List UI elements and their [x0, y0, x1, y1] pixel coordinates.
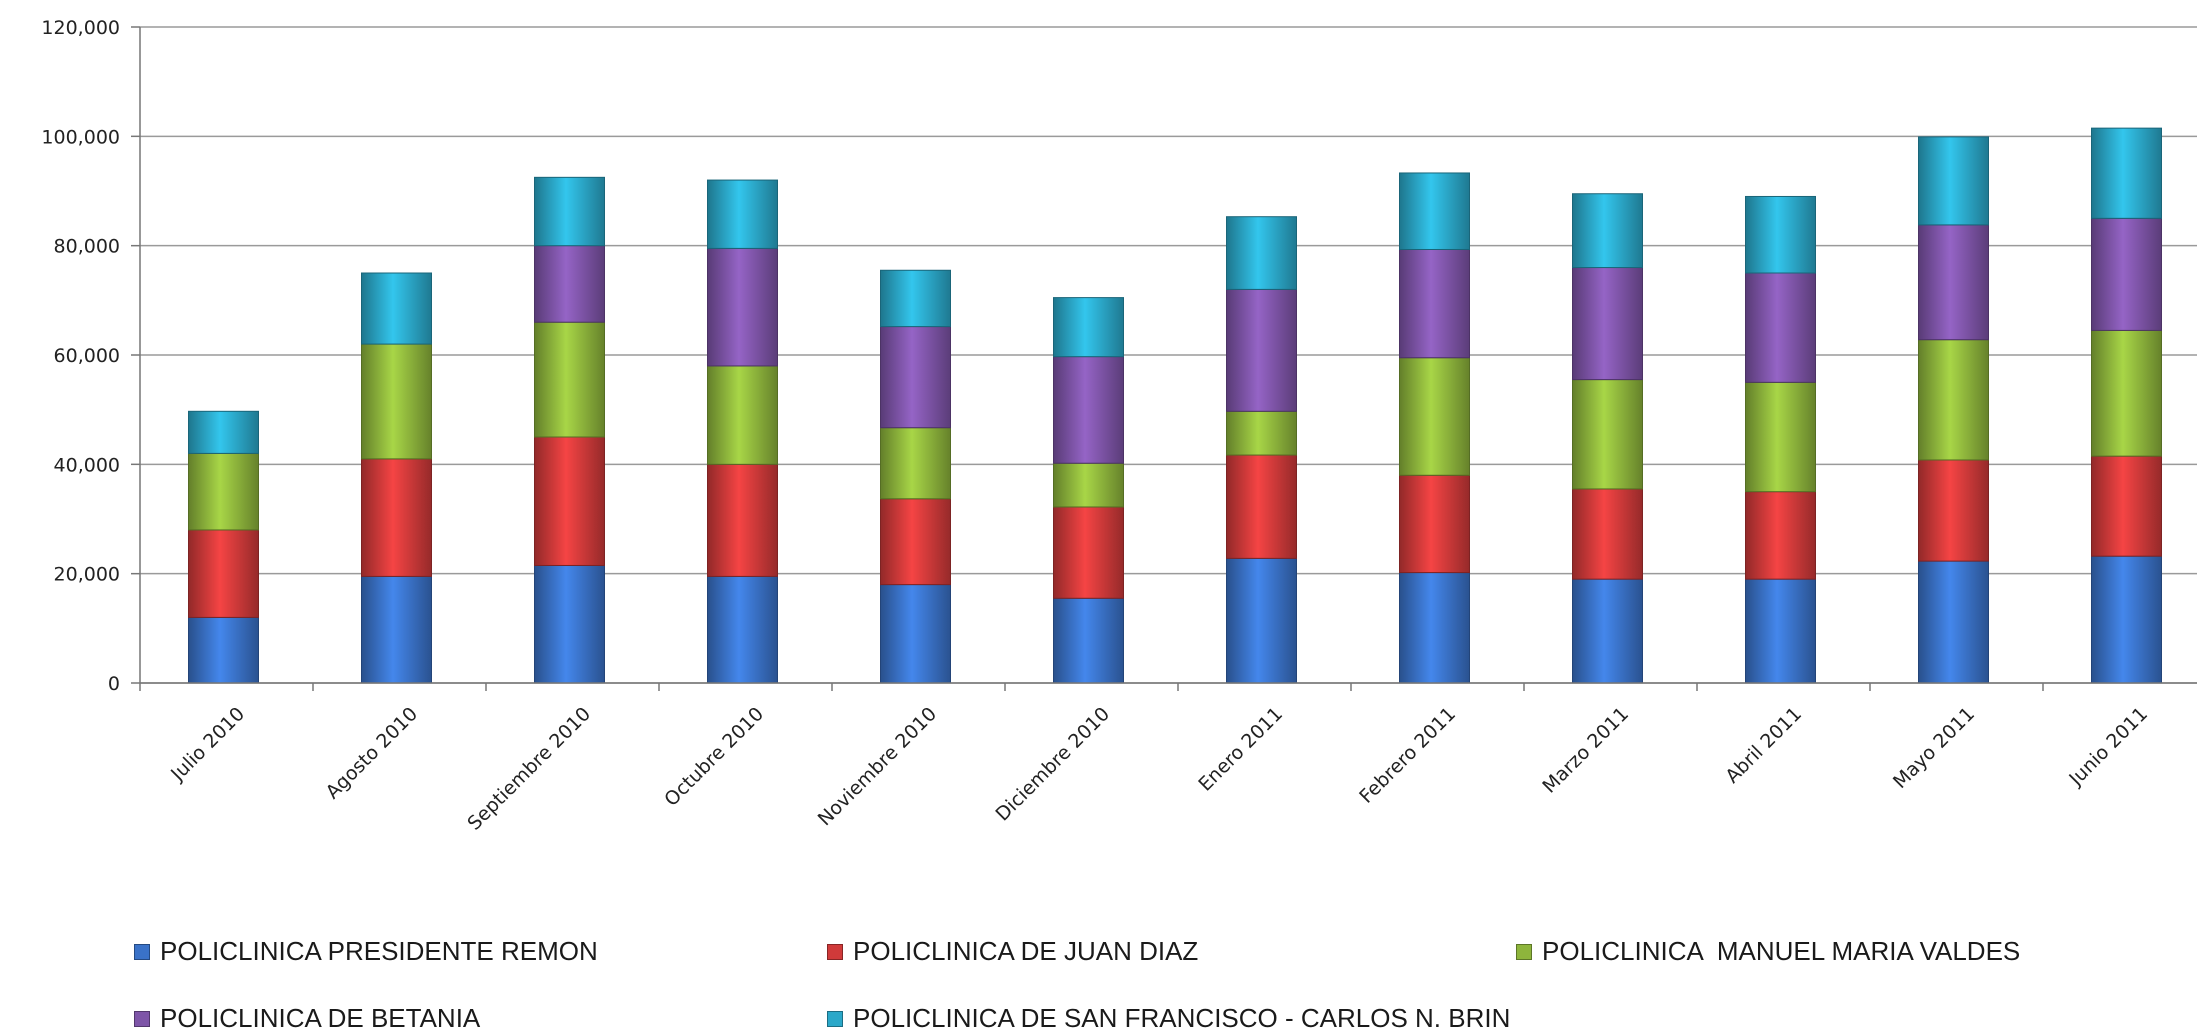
bar-segment	[1918, 459, 1989, 562]
x-tick-label: Abril 2011	[1721, 703, 1806, 788]
bar-segment	[707, 463, 778, 577]
bar-segment	[1918, 339, 1989, 461]
x-tick-label: Octubre 2010	[660, 703, 768, 811]
bar-segment	[1053, 597, 1124, 684]
bar-segment	[1053, 356, 1124, 464]
y-tick-label: 60,000	[54, 345, 120, 367]
bar-segment	[534, 321, 605, 438]
bar-segment	[1918, 136, 1989, 226]
bar-segment	[880, 269, 951, 328]
bar-segment	[1745, 578, 1816, 684]
bar-segment	[1918, 560, 1989, 684]
bar-segment	[188, 410, 259, 454]
bar-segment	[880, 498, 951, 586]
bar-segment	[1226, 288, 1297, 412]
bar-segment	[1053, 506, 1124, 599]
bar-segment	[361, 343, 432, 460]
bar-segment	[188, 452, 259, 531]
bar-segment	[1226, 216, 1297, 290]
bar-segment	[1918, 224, 1989, 341]
bar-segment	[1053, 462, 1124, 508]
y-tick-label: 20,000	[54, 564, 120, 586]
bar-segment	[534, 436, 605, 566]
bar-segment	[2091, 127, 2162, 219]
x-tick-label: Diciembre 2010	[991, 703, 1114, 826]
x-tick-label: Febrero 2011	[1355, 703, 1460, 808]
bar-segment	[707, 575, 778, 684]
bar-segment	[1053, 297, 1124, 358]
bar-segment	[1572, 578, 1643, 684]
x-tick-label: Junio 2011	[2064, 703, 2152, 791]
bar-segment	[361, 458, 432, 577]
bar-segment	[2091, 329, 2162, 457]
x-tick-label: Noviembre 2010	[814, 703, 941, 830]
bar-segment	[534, 564, 605, 684]
bar-segment	[1572, 193, 1643, 269]
bar-segment	[2091, 455, 2162, 557]
bar-segment	[1399, 172, 1470, 250]
bar-segment	[1572, 488, 1643, 580]
x-tick-label: Julio 2010	[166, 703, 249, 786]
bar-segment	[361, 272, 432, 345]
bar-segment	[361, 575, 432, 684]
bar-segment	[707, 179, 778, 249]
bar-segment	[1226, 454, 1297, 559]
bar-segment	[1745, 491, 1816, 580]
bar-segment	[1745, 381, 1816, 493]
y-tick-label: 100,000	[41, 126, 120, 148]
bar-segment	[188, 616, 259, 684]
bar-segment	[707, 247, 778, 367]
bar-segment	[1572, 267, 1643, 381]
bar-segment	[1745, 195, 1816, 274]
bar-segment	[534, 176, 605, 247]
bar-segment	[880, 584, 951, 684]
y-tick-label: 80,000	[54, 236, 120, 258]
bar-segment	[1745, 272, 1816, 383]
x-tick-label: Mayo 2011	[1889, 703, 1979, 793]
bar-segment	[1399, 572, 1470, 684]
y-tick-label: 120,000	[41, 17, 120, 39]
bar-segment	[1399, 248, 1470, 359]
x-tick-label: Septiembre 2010	[463, 703, 595, 835]
bar-segment	[1399, 357, 1470, 476]
x-tick-label: Marzo 2011	[1538, 703, 1633, 798]
bar-segment	[880, 427, 951, 500]
bar-segment	[1572, 379, 1643, 490]
bar-segment	[880, 326, 951, 429]
y-tick-label: 40,000	[54, 454, 120, 476]
bar-segment	[707, 365, 778, 465]
bar-segment	[2091, 555, 2162, 684]
bar-segment	[534, 245, 605, 323]
bar-segment	[1399, 474, 1470, 574]
y-tick-label: 0	[108, 673, 120, 695]
bar-segment	[188, 529, 259, 618]
x-tick-label: Agosto 2010	[322, 703, 422, 803]
bar-segment	[1226, 557, 1297, 684]
x-tick-label: Enero 2011	[1194, 703, 1287, 796]
bar-segment	[1226, 410, 1297, 456]
bar-segment	[2091, 217, 2162, 331]
